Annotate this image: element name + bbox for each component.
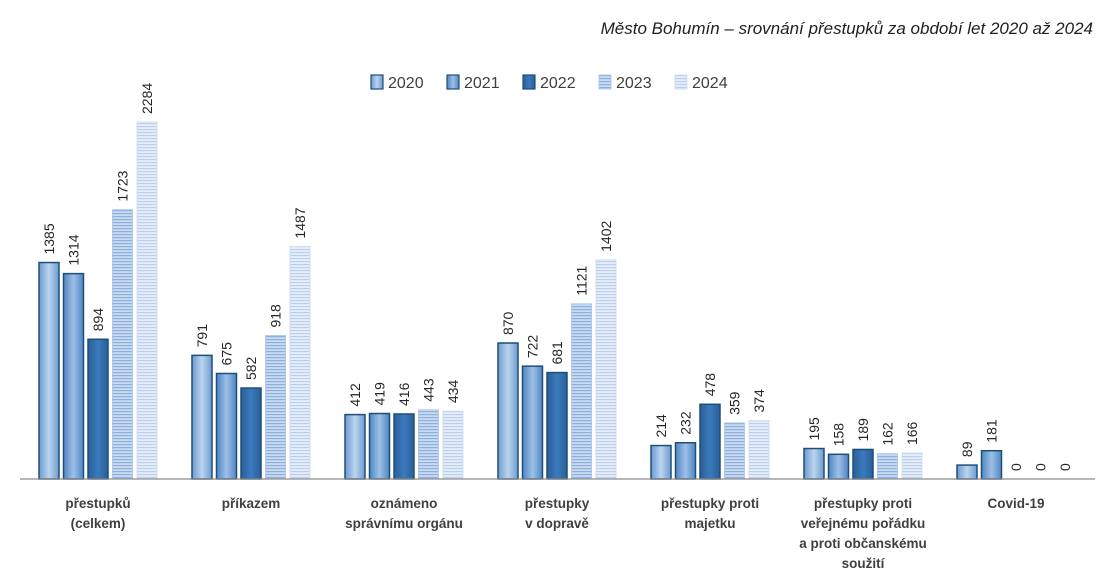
legend-label-2024: 2024 — [692, 75, 728, 92]
value-label-2024-cat-1: 1487 — [292, 207, 308, 238]
bar-2024-cat-5 — [901, 452, 923, 480]
category-label-1: příkazem — [222, 496, 281, 511]
bar-2021-cat-0 — [62, 272, 85, 480]
value-label-2024-cat-3: 1402 — [598, 221, 614, 252]
bar-2023-cat-2 — [418, 409, 439, 480]
value-label-2022-cat-3: 681 — [549, 341, 565, 365]
bar-2020-cat-5 — [803, 447, 825, 480]
legend-swatch-2022 — [522, 74, 536, 90]
bar-2022-cat-5 — [852, 448, 874, 480]
legend: 2020 2021 2022 2023 2024 — [370, 74, 728, 92]
legend-swatch-2021 — [446, 74, 460, 90]
value-label-2021-cat-4: 232 — [678, 411, 694, 435]
chart-title: Město Bohumín – srovnání přestupků za ob… — [600, 19, 1093, 38]
bar-2023-cat-0 — [112, 209, 133, 480]
value-label-2020-cat-1: 791 — [194, 324, 210, 348]
value-label-2023-cat-4: 359 — [727, 391, 743, 415]
value-label-2023-cat-6: 0 — [1033, 463, 1049, 471]
category-label-0: přestupků (celkem) — [65, 496, 130, 531]
category-label-4: přestupky proti majetku — [661, 496, 759, 531]
bar-2024-cat-1 — [289, 246, 311, 480]
value-label-2022-cat-5: 189 — [855, 418, 871, 442]
category-label-5: přestupky proti veřejnému pořádku a proti … — [799, 496, 927, 571]
bar-2020-cat-3 — [497, 342, 519, 480]
legend-swatch-2020 — [370, 74, 384, 90]
value-label-2020-cat-4: 214 — [653, 414, 669, 438]
category-label-2: oznámeno správnímu orgánu — [345, 496, 463, 531]
value-label-2020-cat-2: 412 — [347, 383, 363, 407]
bar-2020-cat-6 — [956, 464, 978, 480]
bar-2024-cat-2 — [442, 410, 464, 480]
value-label-2024-cat-0: 2284 — [139, 83, 155, 114]
value-label-2020-cat-6: 89 — [959, 441, 975, 457]
value-label-2024-cat-4: 374 — [751, 389, 767, 413]
bar-2022-cat-1 — [240, 387, 262, 480]
bars — [38, 121, 1003, 480]
bar-2024-cat-0 — [136, 121, 158, 480]
category-label-3: přestupky v dopravě — [525, 496, 590, 531]
value-label-2021-cat-1: 675 — [219, 342, 235, 366]
value-label-2021-cat-5: 158 — [831, 423, 847, 447]
bar-2021-cat-3 — [521, 365, 544, 480]
value-label-2021-cat-0: 1314 — [66, 234, 82, 265]
bar-2020-cat-0 — [38, 261, 60, 480]
bar-2023-cat-4 — [724, 422, 745, 480]
value-label-2023-cat-2: 443 — [421, 378, 437, 402]
value-label-2023-cat-0: 1723 — [115, 170, 131, 201]
bar-2020-cat-1 — [191, 354, 213, 480]
value-label-2023-cat-1: 918 — [268, 304, 284, 328]
value-label-2022-cat-0: 894 — [90, 308, 106, 332]
value-label-2020-cat-5: 195 — [806, 417, 822, 441]
value-label-2021-cat-6: 181 — [984, 419, 1000, 443]
bar-2023-cat-3 — [571, 303, 592, 480]
bar-2024-cat-3 — [595, 259, 617, 480]
bar-2021-cat-1 — [215, 372, 238, 480]
legend-label-2021: 2021 — [464, 75, 500, 92]
legend-swatch-2023 — [598, 74, 612, 90]
bar-2023-cat-5 — [877, 453, 898, 480]
value-label-2021-cat-2: 419 — [372, 382, 388, 406]
bar-2021-cat-2 — [368, 412, 391, 480]
bar-2020-cat-4 — [650, 444, 672, 480]
bar-2022-cat-3 — [546, 371, 568, 480]
value-label-2023-cat-3: 1121 — [574, 265, 590, 295]
bar-2024-cat-4 — [748, 420, 770, 480]
value-label-2022-cat-6: 0 — [1008, 463, 1024, 471]
bar-2022-cat-2 — [393, 413, 415, 480]
value-label-2022-cat-1: 582 — [243, 356, 259, 380]
value-label-2024-cat-2: 434 — [445, 380, 461, 404]
bar-2021-cat-4 — [674, 441, 697, 480]
value-label-2020-cat-0: 1385 — [41, 223, 57, 254]
value-label-2020-cat-3: 870 — [500, 311, 516, 335]
value-label-2022-cat-4: 478 — [702, 373, 718, 397]
bar-2021-cat-6 — [980, 449, 1003, 480]
legend-swatch-2024 — [674, 74, 688, 90]
value-label-2021-cat-3: 722 — [525, 335, 541, 359]
category-label-6: Covid-19 — [987, 496, 1044, 511]
bar-2021-cat-5 — [827, 453, 850, 480]
bar-2023-cat-1 — [265, 335, 286, 480]
bar-2022-cat-4 — [699, 403, 721, 480]
bar-2020-cat-2 — [344, 413, 366, 480]
value-label-2023-cat-5: 162 — [880, 422, 896, 446]
legend-label-2020: 2020 — [388, 75, 424, 92]
legend-label-2022: 2022 — [540, 75, 576, 92]
bar-2022-cat-0 — [87, 338, 109, 480]
value-label-2022-cat-2: 416 — [396, 382, 412, 406]
category-labels: přestupků (celkem) příkazem oznámeno správní… — [65, 496, 1044, 571]
legend-label-2023: 2023 — [616, 75, 652, 92]
value-labels: 1385 1314 894 1723 2284 791 675 582 918 1487 412 41… — [41, 83, 1073, 471]
value-label-2024-cat-5: 166 — [904, 421, 920, 445]
value-label-2024-cat-6: 0 — [1057, 463, 1073, 471]
